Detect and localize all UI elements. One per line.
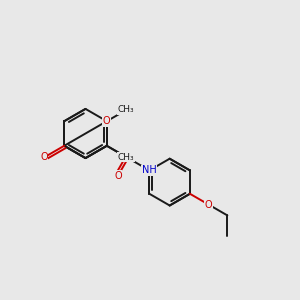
Text: O: O [114,171,122,181]
Text: CH₃: CH₃ [118,152,135,161]
Text: O: O [205,200,212,210]
Text: O: O [40,152,48,163]
Text: CH₃: CH₃ [118,105,135,114]
Text: NH: NH [142,165,157,176]
Text: O: O [103,116,111,126]
